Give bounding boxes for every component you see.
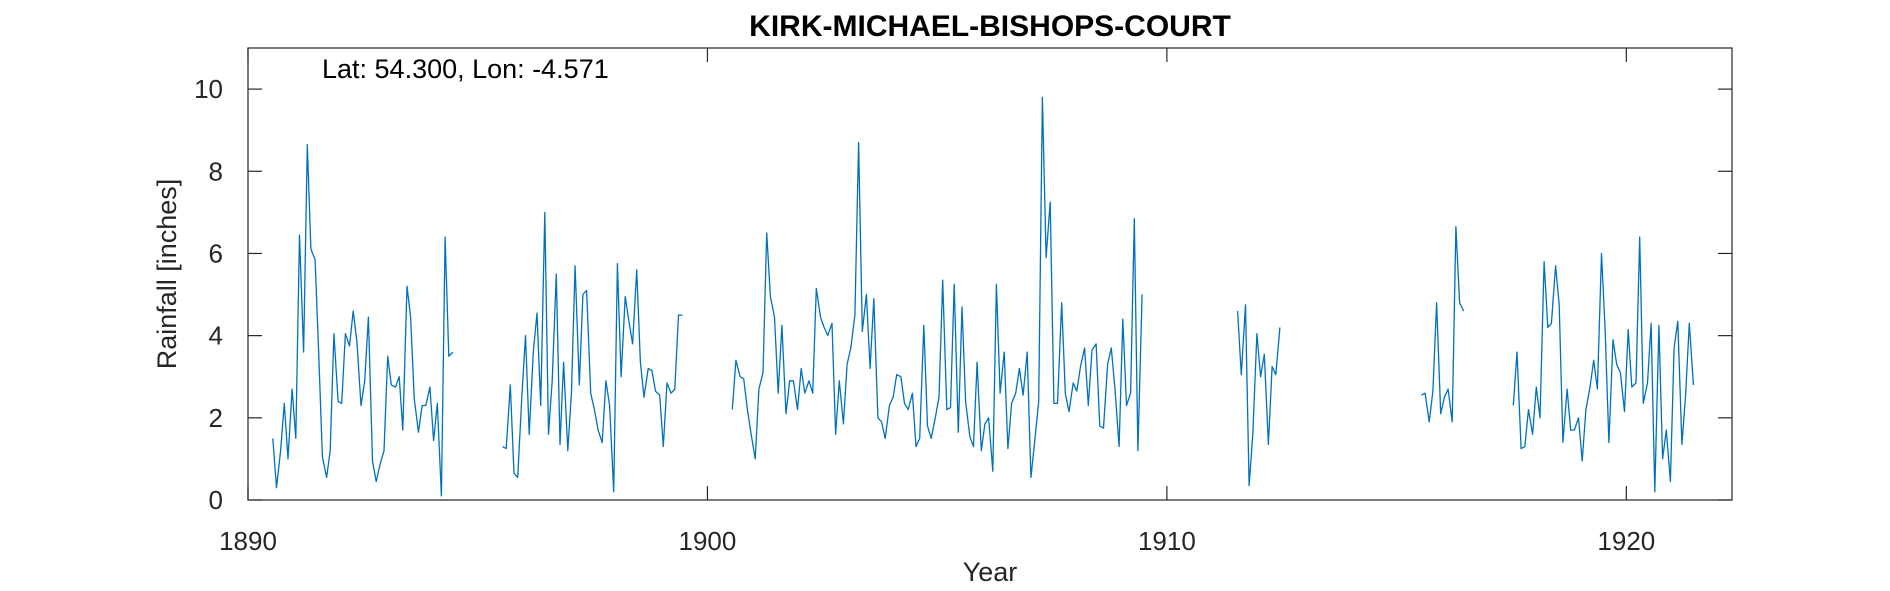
chart-title: KIRK-MICHAEL-BISHOPS-COURT [749, 10, 1231, 43]
plot-area [247, 47, 1733, 501]
y-tick-label: 8 [209, 156, 223, 186]
rainfall-series-segment [502, 211, 683, 493]
x-tick-label: 1910 [1138, 526, 1196, 556]
y-tick-label: 10 [194, 74, 223, 104]
rainfall-series-segment [1421, 226, 1465, 423]
x-tick-label: 1920 [1597, 526, 1655, 556]
y-tick-label: 2 [209, 403, 223, 433]
y-axis-label: Rainfall [inches] [152, 179, 182, 370]
rainfall-series-segment [1512, 236, 1695, 493]
y-tick-label: 4 [209, 321, 223, 351]
y-tick-label: 0 [209, 485, 223, 515]
series-layer [272, 96, 1695, 497]
axis-tick-labels: 1890 1900 1910 1920 0 2 4 6 8 10 [194, 74, 1655, 556]
x-tick-label: 1890 [219, 526, 277, 556]
x-tick-label: 1900 [679, 526, 737, 556]
rainfall-series-segment [731, 96, 1143, 479]
location-annotation: Lat: 54.300, Lon: -4.571 [322, 54, 609, 84]
x-axis-label: Year [963, 557, 1018, 587]
rainfall-series-segment [1236, 304, 1281, 487]
rainfall-series-segment [272, 143, 454, 497]
axis-ticks [247, 48, 1732, 501]
y-tick-label: 6 [209, 238, 223, 268]
